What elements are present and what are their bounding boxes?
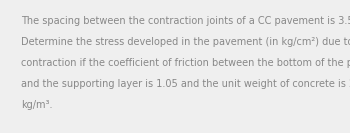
Text: and the supporting layer is 1.05 and the unit weight of concrete is 2450: and the supporting layer is 1.05 and the… (21, 79, 350, 89)
Text: Determine the stress developed in the pavement (in kg/cm²) due to: Determine the stress developed in the pa… (21, 37, 350, 47)
Text: The spacing between the contraction joints of a CC pavement is 3.5 m.: The spacing between the contraction join… (21, 16, 350, 26)
Text: contraction if the coefficient of friction between the bottom of the pavement: contraction if the coefficient of fricti… (21, 58, 350, 68)
Text: kg/m³.: kg/m³. (21, 100, 52, 110)
